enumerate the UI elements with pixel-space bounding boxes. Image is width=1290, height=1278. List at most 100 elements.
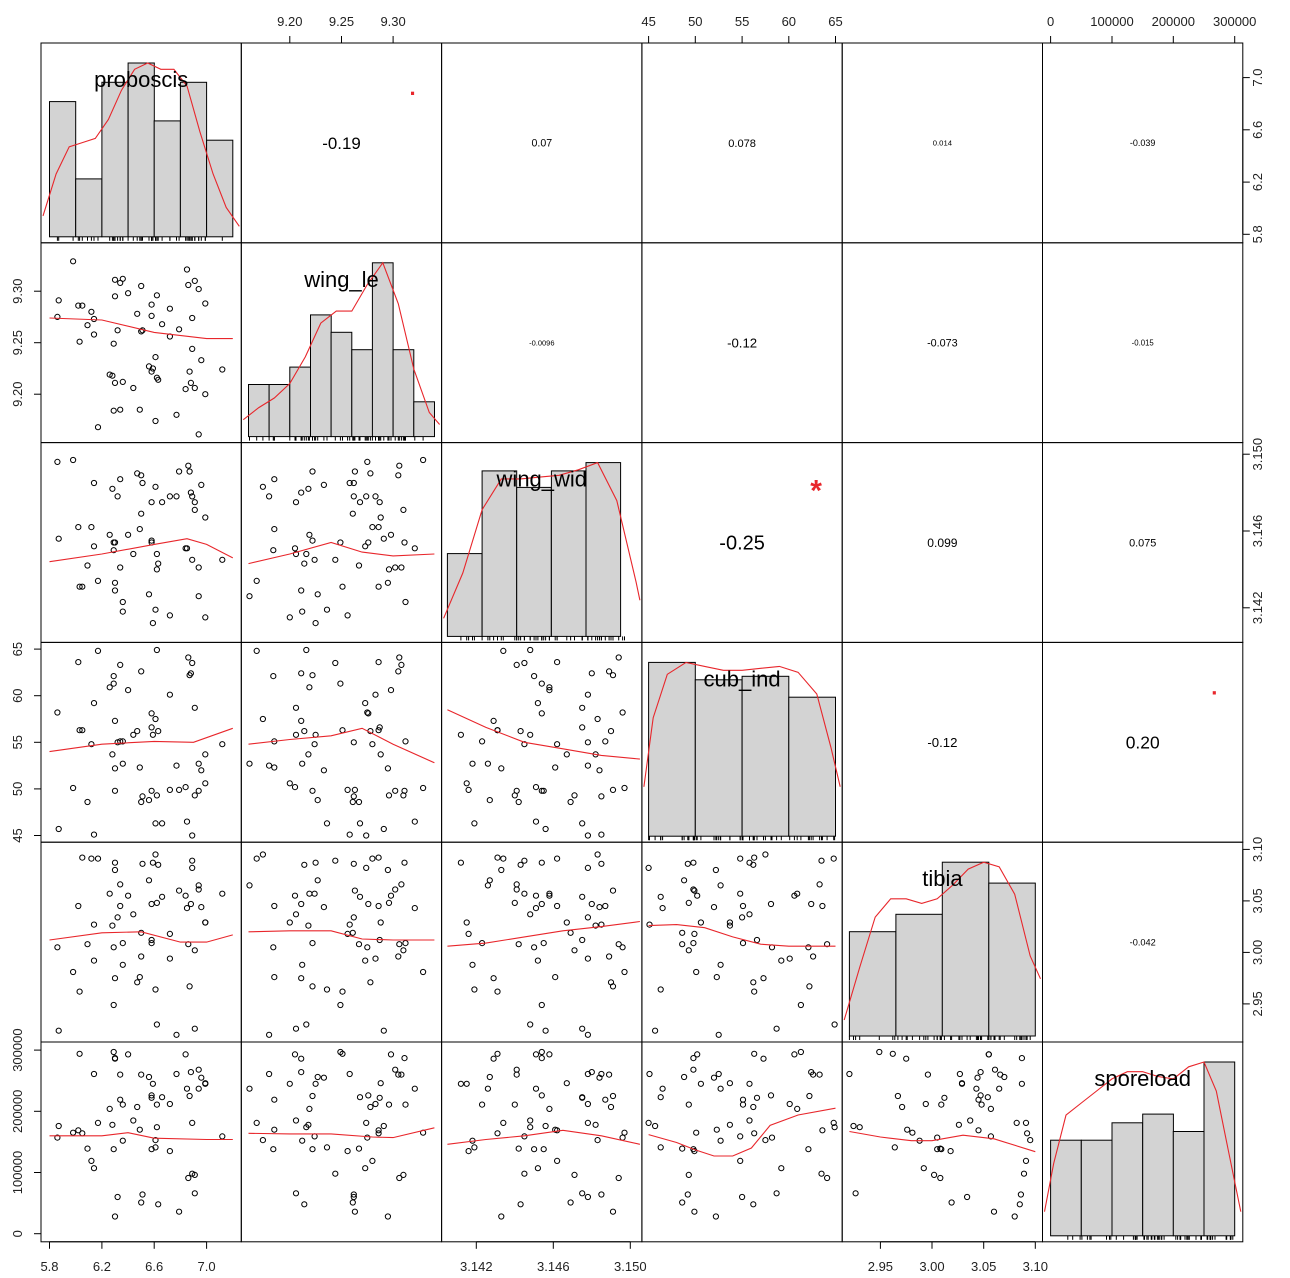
scatter-point-cub_ind-vs-proboscis-33 (106, 684, 113, 691)
significance-mark-wing_wid-cub_ind: * (810, 475, 822, 508)
scatter-point-cub_ind-vs-wing_wid-44 (609, 786, 617, 794)
smooth-line-cub_ind-vs-proboscis (49, 727, 233, 753)
scatter-point-tibia-vs-cub_ind-29 (679, 929, 686, 936)
y-tick-label-cub_ind-4: 65 (10, 642, 25, 656)
scatter-point-wing_wid-vs-wing_le-29 (349, 510, 356, 517)
scatter-point-wing_wid-vs-proboscis-6 (198, 481, 205, 488)
scatter-point-tibia-vs-wing_le-53 (350, 860, 357, 867)
scatter-point-tibia-vs-wing_le-8 (337, 1001, 344, 1009)
correlation-wing_wid-cub_ind: -0.25 (719, 533, 765, 555)
scatter-point-tibia-vs-wing_le-4 (365, 900, 372, 908)
scatter-point-sporeload-vs-wing_le-10 (377, 1080, 384, 1087)
scatter-point-sporeload-vs-tibia-18 (889, 1050, 896, 1057)
scatter-point-sporeload-vs-tibia-31 (920, 1165, 927, 1172)
y-tick-label-wing_wid-0: 3.142 (1250, 592, 1265, 625)
panel-sporeload-sporeload (1042, 1041, 1244, 1243)
scatter-point-sporeload-vs-wing_le-50 (271, 1096, 278, 1103)
scatter-point-sporeload-vs-wing_le-0 (402, 1101, 409, 1108)
smooth-line-wing_wid-vs-wing_le (248, 541, 435, 565)
scatter-point-sporeload-vs-cub_ind-18 (751, 1050, 758, 1057)
histogram-bar-proboscis-4 (153, 120, 181, 238)
scatter-point-wing_wid-vs-wing_le-45 (369, 524, 376, 531)
scatter-point-wing_wid-vs-wing_le-42 (311, 556, 318, 563)
scatter-point-wing_wid-vs-proboscis-42 (219, 556, 226, 563)
x-tick-label-cub_ind-0: 45 (641, 14, 655, 29)
x-tick-label-cub_ind-3: 60 (782, 14, 796, 29)
scatter-point-sporeload-vs-tibia-38 (947, 1148, 954, 1155)
scatter-point-tibia-vs-proboscis-2 (55, 1027, 62, 1034)
scatter-point-wing_le-vs-proboscis-17 (54, 313, 61, 320)
scatter-point-tibia-vs-cub_ind-21 (819, 902, 826, 910)
scatter-point-wing_wid-vs-proboscis-54 (111, 539, 119, 546)
scatter-point-wing_le-vs-proboscis-4 (148, 312, 155, 319)
scatter-point-tibia-vs-wing_le-45 (369, 855, 376, 862)
scatter-point-sporeload-vs-cub_ind-44 (691, 1208, 698, 1215)
x-tick-label-cub_ind-4: 65 (828, 14, 842, 29)
scatter-point-sporeload-vs-cub_ind-8 (797, 1048, 805, 1056)
scatter-point-tibia-vs-wing_le-35 (420, 968, 427, 976)
scatter-point-tibia-vs-wing_wid-18 (494, 988, 501, 995)
histogram-bar-wing_wid-0 (446, 553, 483, 637)
scatter-point-cub_ind-vs-wing_le-30 (375, 727, 382, 734)
smooth-line-cub_ind-vs-wing_le (248, 727, 435, 764)
scatter-point-cub_ind-vs-wing_wid-36 (469, 760, 476, 767)
scatter-point-tibia-vs-wing_wid-17 (619, 944, 626, 951)
scatter-point-sporeload-vs-tibia-53 (1017, 1191, 1025, 1198)
scatter-point-wing_wid-vs-wing_le-50 (271, 476, 278, 483)
scatter-point-sporeload-vs-tibia-44 (990, 1208, 998, 1215)
scatter-point-tibia-vs-wing_wid-28 (490, 975, 497, 982)
scatter-point-wing_wid-vs-proboscis-48 (195, 564, 202, 571)
scatter-point-sporeload-vs-wing_wid-28 (490, 1055, 497, 1062)
scatter-point-sporeload-vs-wing_le-3 (298, 1069, 305, 1076)
scatter-point-cub_ind-vs-proboscis-51 (189, 659, 196, 667)
histogram-bar-proboscis-5 (179, 81, 208, 238)
scatter-point-cub_ind-vs-proboscis-43 (149, 731, 156, 738)
scatter-point-wing_le-vs-proboscis-18 (76, 338, 83, 345)
scatter-point-wing_wid-vs-proboscis-3 (187, 489, 194, 496)
scatter-point-sporeload-vs-proboscis-42 (219, 1133, 226, 1140)
scatter-point-tibia-vs-wing_le-25 (387, 892, 395, 899)
y-tick-label-wing_le-0: 9.20 (10, 382, 25, 407)
scatter-point-sporeload-vs-wing_wid-45 (554, 1157, 561, 1165)
histogram-bar-wing_le-7 (392, 349, 415, 438)
scatter-point-tibia-vs-cub_ind-16 (659, 905, 666, 912)
scatter-point-tibia-vs-proboscis-23 (114, 914, 121, 921)
scatter-point-sporeload-vs-tibia-12 (984, 1094, 991, 1101)
histogram-bar-sporeload-4 (1172, 1131, 1205, 1237)
scatter-point-sporeload-vs-proboscis-55 (90, 1070, 98, 1078)
scatter-point-tibia-vs-wing_le-48 (392, 886, 399, 893)
scatter-point-wing_wid-vs-wing_le-55 (346, 479, 353, 487)
scatter-point-wing_wid-vs-wing_le-44 (351, 468, 358, 475)
scatter-point-sporeload-vs-proboscis-0 (119, 1101, 126, 1108)
scatter-point-wing_le-vs-proboscis-19 (94, 424, 102, 431)
histogram-bar-wing_wid-4 (585, 462, 622, 637)
scatter-point-cub_ind-vs-wing_wid-32 (584, 691, 592, 698)
scatter-point-sporeload-vs-wing_le-21 (375, 1127, 382, 1134)
scatter-point-tibia-vs-cub_ind-24 (762, 851, 769, 858)
scatter-point-sporeload-vs-wing_le-48 (392, 1066, 399, 1073)
scatter-point-sporeload-vs-proboscis-17 (54, 1134, 61, 1141)
scatter-point-sporeload-vs-tibia-55 (956, 1070, 964, 1078)
scatter-point-sporeload-vs-proboscis-9 (111, 1213, 119, 1220)
scatter-point-cub_ind-vs-proboscis-21 (75, 659, 82, 666)
scatter-point-tibia-vs-wing_wid-56 (531, 944, 538, 951)
scatter-point-sporeload-vs-cub_ind-10 (726, 1080, 734, 1087)
scatter-point-tibia-vs-proboscis-34 (191, 947, 198, 954)
scatter-point-wing_wid-vs-proboscis-15 (191, 499, 198, 506)
scatter-point-tibia-vs-wing_le-34 (400, 947, 407, 954)
scatter-point-cub_ind-vs-proboscis-18 (76, 727, 83, 734)
scatter-point-tibia-vs-cub_ind-9 (712, 866, 720, 874)
scatter-point-wing_le-vs-proboscis-34 (191, 277, 198, 284)
scatter-point-sporeload-vs-wing_wid-58 (615, 1174, 622, 1182)
scatter-point-cub_ind-vs-wing_le-11 (246, 760, 253, 767)
scatter-point-wing_le-vs-proboscis-55 (90, 331, 98, 338)
scatter-point-tibia-vs-wing_wid-59 (606, 953, 613, 960)
scatter-point-sporeload-vs-tibia-3 (977, 1069, 984, 1076)
scatter-point-wing_wid-vs-wing_le-54 (401, 539, 408, 546)
scatter-point-sporeload-vs-wing_wid-13 (584, 1070, 592, 1078)
scatter-point-wing_le-vs-proboscis-28 (111, 379, 119, 386)
scatter-point-sporeload-vs-tibia-15 (852, 1190, 859, 1197)
scatter-point-tibia-vs-cub_ind-49 (713, 974, 720, 981)
scatter-point-cub_ind-vs-wing_wid-23 (584, 739, 592, 746)
scatter-point-cub_ind-vs-wing_le-44 (351, 786, 358, 794)
